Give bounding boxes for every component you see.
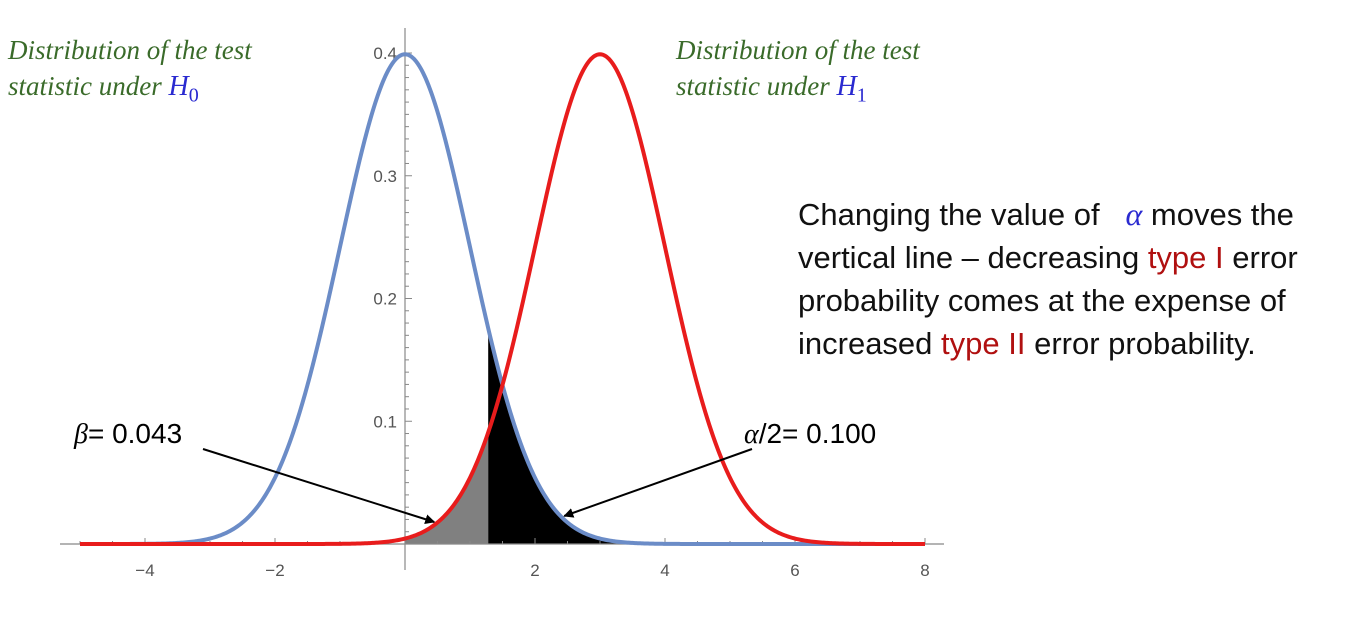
alpha-symbol: α (1125, 196, 1143, 232)
alpha-arrow (563, 448, 753, 518)
x-tick-label: −4 (135, 561, 154, 580)
type-two-text: type II (941, 326, 1026, 361)
x-tick-label: 2 (530, 561, 539, 580)
y-tick-label: 0.1 (373, 412, 397, 431)
h1-caption-line2: statistic under H1 (676, 71, 867, 107)
alpha-label: α/2= 0.100 (744, 418, 876, 450)
y-tick-label: 0.2 (373, 290, 397, 309)
h1-symbol: H1 (836, 71, 867, 107)
y-tick-label: 0.4 (373, 44, 397, 63)
annotation-labels: β= 0.043 α/2= 0.100 (73, 418, 876, 450)
h1-caption: Distribution of the test statistic under… (676, 32, 920, 114)
beta-label: β= 0.043 (73, 418, 182, 450)
h1-caption-line1: Distribution of the test (676, 35, 920, 65)
h0-caption: Distribution of the test statistic under… (8, 32, 252, 114)
explanation-note: Changing the value of α moves the vertic… (798, 196, 1298, 361)
y-tick-label: 0.3 (373, 167, 397, 186)
x-tick-label: 8 (920, 561, 929, 580)
x-tick-label: 4 (660, 561, 669, 580)
beta-region (405, 432, 489, 544)
h0-caption-line2: statistic under H0 (8, 71, 199, 107)
x-tick-label: 6 (790, 561, 799, 580)
type-one-text: type I (1147, 240, 1224, 275)
h0-caption-line1: Distribution of the test (8, 35, 252, 65)
x-tick-label: −2 (265, 561, 284, 580)
h0-symbol: H0 (168, 71, 199, 107)
h1-curve (80, 52, 925, 546)
beta-arrow (202, 448, 436, 525)
annotation-arrows (202, 448, 753, 525)
curves (80, 52, 925, 546)
